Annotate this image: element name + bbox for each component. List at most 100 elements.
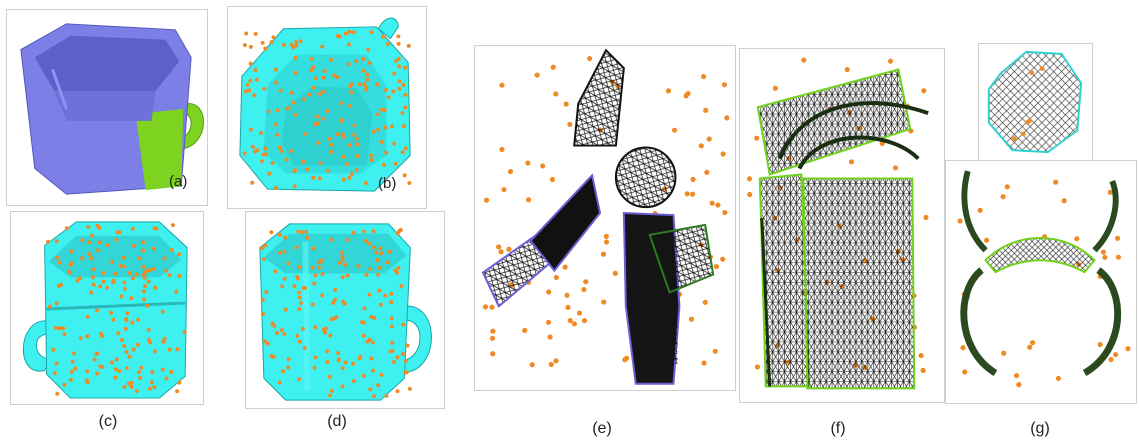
sample-dot — [142, 275, 147, 280]
sample-dot — [722, 209, 728, 216]
sample-dot — [297, 377, 302, 382]
sample-dot — [105, 285, 109, 290]
sample-dot — [396, 56, 401, 61]
sample-dot — [354, 168, 359, 173]
sample-dot — [333, 287, 338, 292]
sample-dot — [174, 289, 179, 294]
sample-dot — [298, 39, 303, 44]
sample-dot — [506, 246, 512, 252]
sample-dot — [98, 284, 103, 289]
sample-dot — [162, 336, 167, 341]
sample-dot — [260, 297, 265, 302]
sample-dot — [109, 360, 114, 365]
sample-dot — [136, 317, 141, 322]
sample-dot — [286, 365, 291, 370]
sample-dot — [121, 255, 126, 260]
sample-dot — [1102, 254, 1108, 260]
sample-dot — [354, 59, 359, 64]
sample-dot — [70, 359, 75, 364]
sample-dot — [391, 360, 396, 365]
sample-dot — [375, 258, 380, 263]
sample-dot — [923, 214, 929, 221]
sample-dot — [357, 82, 362, 87]
sample-dot — [496, 244, 502, 250]
sample-dot — [403, 105, 408, 110]
sample-dot — [892, 165, 899, 171]
sample-dot — [242, 43, 247, 48]
mug-side-view-samples — [22, 221, 188, 399]
sample-dot — [525, 160, 531, 166]
sample-dot — [361, 68, 366, 73]
sample-dot — [553, 358, 559, 364]
sample-dot — [311, 85, 316, 90]
sample-dot — [296, 229, 301, 234]
sample-dot — [576, 310, 583, 316]
sample-dot — [311, 175, 316, 180]
flattened-mesh-charts-e — [481, 48, 730, 385]
sample-dot — [683, 93, 689, 99]
sample-dot — [391, 89, 396, 94]
sample-dot — [282, 249, 287, 254]
sample-dot — [139, 365, 144, 370]
sample-dot — [152, 385, 157, 390]
sample-dot — [313, 355, 318, 360]
sample-dot — [379, 139, 384, 144]
sample-dot — [293, 168, 298, 173]
sample-dot — [265, 341, 270, 346]
sample-dot — [278, 251, 283, 255]
sample-dot — [363, 239, 368, 243]
sample-dot — [73, 366, 78, 371]
panel-e-caption: (e) — [592, 420, 612, 437]
sample-dot — [385, 260, 390, 265]
sample-dot — [263, 243, 268, 248]
sample-dot — [262, 86, 267, 91]
sample-dot — [321, 75, 326, 80]
sample-dot — [365, 72, 370, 77]
sample-dot — [360, 320, 365, 325]
sample-dot — [310, 265, 315, 270]
sample-dot — [507, 168, 514, 175]
sample-dot — [317, 91, 322, 96]
panel-g-top — [978, 43, 1093, 161]
sample-dot — [1030, 340, 1036, 346]
sample-dot — [248, 127, 253, 132]
sample-points — [260, 228, 412, 399]
sample-dot — [152, 226, 157, 231]
sample-dot — [129, 296, 134, 301]
sample-dot — [54, 301, 59, 306]
sample-dot — [918, 352, 924, 359]
sample-dot — [397, 79, 402, 84]
sample-dot — [175, 347, 180, 352]
sample-dot — [326, 168, 331, 173]
sample-dot — [117, 230, 122, 235]
sample-dot — [262, 257, 267, 262]
sample-points — [242, 29, 412, 190]
sample-dot — [248, 61, 253, 66]
sample-dot — [404, 370, 409, 375]
sample-dot — [151, 267, 156, 271]
sample-dot — [489, 304, 495, 310]
sample-dot — [1004, 184, 1010, 190]
sample-dot — [407, 386, 412, 391]
sample-dot — [364, 85, 369, 90]
sample-dot — [143, 284, 147, 289]
sample-dot — [349, 90, 354, 95]
sample-dot — [62, 332, 67, 337]
sample-dot — [376, 272, 381, 277]
sample-dot — [275, 132, 280, 137]
sample-dot — [549, 176, 555, 183]
sample-dot — [141, 240, 146, 245]
sample-dot — [116, 331, 121, 336]
sample-dot — [274, 122, 279, 127]
sample-dot — [269, 354, 274, 359]
sample-dot — [489, 335, 496, 341]
sample-dot — [377, 265, 382, 270]
sample-dot — [394, 58, 399, 63]
sample-dot — [482, 304, 489, 310]
sample-dot — [113, 375, 118, 380]
sample-dot — [177, 252, 182, 257]
sample-dot — [1107, 189, 1113, 195]
sample-dot — [303, 286, 307, 291]
sample-dot — [274, 80, 279, 85]
sample-dot — [372, 316, 377, 321]
